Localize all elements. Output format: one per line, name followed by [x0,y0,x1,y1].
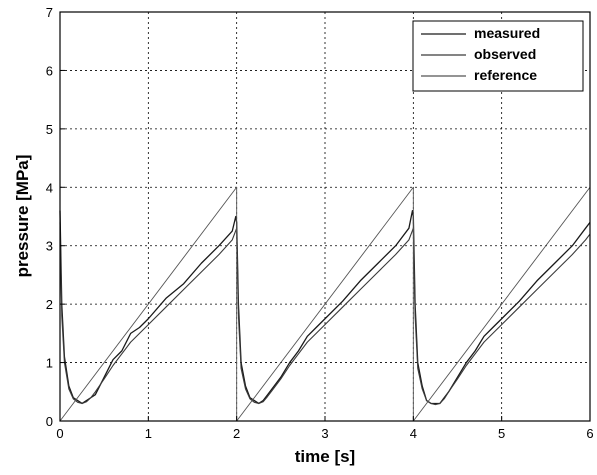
y-tick-label: 5 [46,122,53,137]
x-tick-label: 6 [586,426,593,441]
legend-label-observed: observed [474,46,536,62]
series-line-observed [59,222,591,406]
x-tick-label: 1 [145,426,152,441]
y-tick-label: 0 [46,414,53,429]
y-tick-label: 2 [46,297,53,312]
series-line-measured [59,210,591,405]
x-tick-label: 2 [233,426,240,441]
legend-label-reference: reference [474,67,537,83]
x-tick-label: 3 [321,426,328,441]
ticks: 0 1 2 3 4 5 6 0 1 2 3 4 5 6 7 [46,5,594,441]
legend-label-measured: measured [474,25,540,41]
y-axis-label: pressure [MPa] [13,155,32,278]
series-group [59,186,591,422]
legend: measured observed reference [412,20,584,92]
y-tick-label: 4 [46,180,53,195]
y-tick-label: 6 [46,63,53,78]
y-tick-label: 7 [46,5,53,20]
series-line-reference [59,186,591,422]
y-tick-label: 3 [46,239,53,254]
x-tick-label: 5 [498,426,505,441]
legend-box [412,20,584,92]
x-tick-label: 0 [56,426,63,441]
x-axis-label: time [s] [295,447,355,466]
x-tick-label: 4 [410,426,417,441]
y-tick-label: 1 [46,356,53,371]
